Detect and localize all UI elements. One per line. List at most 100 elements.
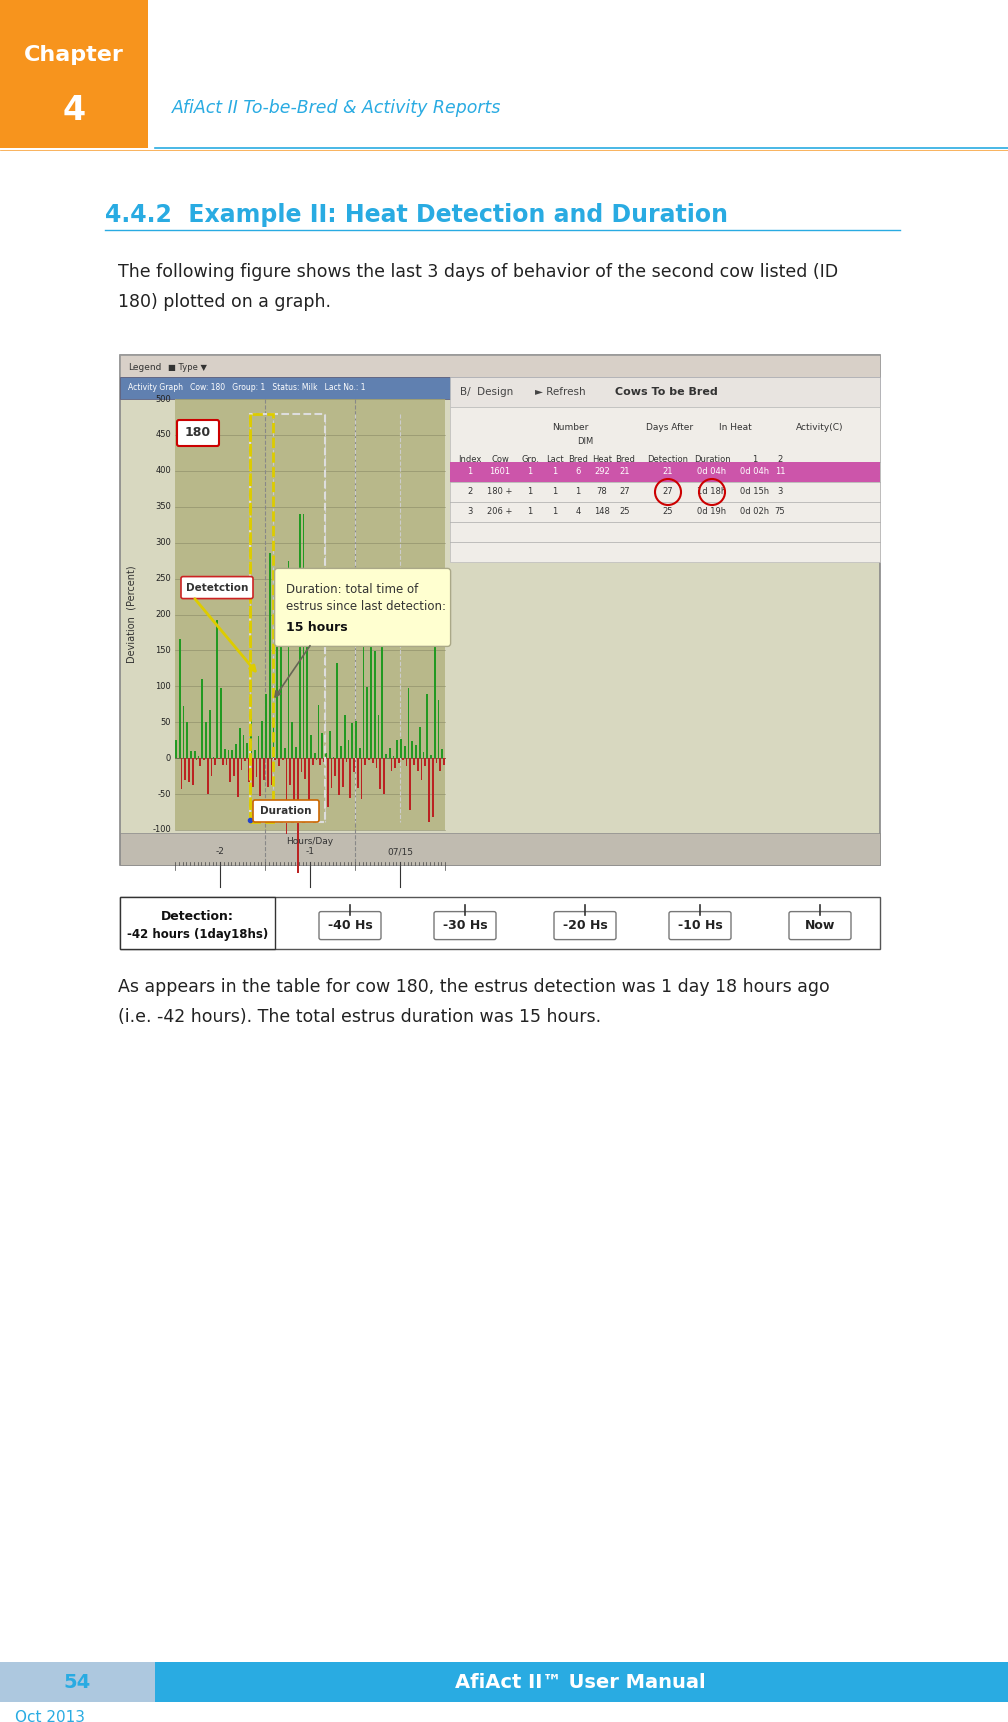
Bar (385, 754, 387, 758)
Text: 150: 150 (155, 646, 171, 654)
Bar (190, 751, 192, 758)
Text: -1: -1 (305, 847, 314, 856)
Text: 50: 50 (160, 718, 171, 727)
Bar (338, 758, 340, 796)
Text: 27: 27 (662, 487, 673, 496)
Bar (250, 413, 272, 821)
Bar (209, 709, 211, 758)
Bar (350, 758, 351, 799)
Bar (327, 758, 329, 808)
Text: Heat: Heat (592, 455, 612, 463)
FancyBboxPatch shape (274, 568, 451, 646)
Bar (231, 751, 233, 758)
Bar (394, 758, 396, 768)
Bar (267, 758, 268, 787)
Bar (180, 758, 182, 789)
Bar (263, 758, 265, 780)
Bar (237, 758, 239, 797)
Text: The following figure shows the last 3 days of behavior of the second cow listed : The following figure shows the last 3 da… (118, 263, 838, 281)
Text: Hours/Day: Hours/Day (286, 837, 334, 846)
Text: Bred: Bred (615, 455, 635, 463)
Bar (439, 758, 442, 770)
Bar (285, 758, 287, 833)
Bar (186, 722, 188, 758)
Bar (400, 739, 402, 758)
Bar (120, 897, 880, 949)
Bar (250, 715, 252, 758)
Bar (353, 758, 355, 771)
Bar (357, 758, 359, 787)
Bar (396, 739, 398, 758)
Bar (325, 753, 327, 758)
Text: 400: 400 (155, 467, 171, 475)
Bar (416, 758, 418, 771)
Bar (368, 758, 370, 759)
Bar (426, 694, 428, 758)
FancyBboxPatch shape (0, 0, 148, 148)
Bar (311, 758, 313, 765)
Bar (296, 758, 298, 873)
Bar (241, 758, 242, 770)
Bar (194, 751, 196, 758)
Bar (389, 747, 390, 758)
Text: 1d 18h: 1d 18h (698, 487, 727, 496)
Bar (259, 758, 261, 796)
Bar (359, 749, 361, 758)
Text: AfiAct II To-be-Bred & Activity Reports: AfiAct II To-be-Bred & Activity Reports (172, 98, 501, 117)
Text: Cow: Cow (491, 455, 509, 463)
Bar (340, 746, 342, 758)
Bar (407, 689, 409, 758)
Bar (450, 377, 880, 406)
Bar (442, 749, 444, 758)
Bar (355, 720, 357, 758)
Bar (282, 758, 283, 761)
Text: -42 hours (1day18hs): -42 hours (1day18hs) (127, 928, 268, 940)
Text: 4.4.2  Example II: Heat Detection and Duration: 4.4.2 Example II: Heat Detection and Dur… (105, 203, 728, 227)
Bar (444, 758, 445, 765)
Bar (430, 756, 431, 758)
Text: 1601: 1601 (490, 467, 511, 477)
Bar (272, 722, 274, 758)
Bar (289, 758, 291, 785)
Bar (450, 406, 880, 561)
Text: 21: 21 (620, 467, 630, 477)
Text: 1: 1 (552, 487, 557, 496)
Bar (420, 758, 422, 780)
Text: 0d 19h: 0d 19h (698, 508, 727, 517)
Text: 6: 6 (576, 467, 581, 477)
Bar (215, 758, 216, 765)
Text: ► Refresh: ► Refresh (535, 387, 586, 398)
Bar (428, 758, 429, 821)
Bar (256, 758, 257, 777)
Bar (318, 704, 320, 758)
Text: 180 +: 180 + (487, 487, 513, 496)
Bar (431, 758, 433, 818)
Bar (409, 758, 411, 809)
Bar (320, 758, 322, 765)
Bar (257, 735, 259, 758)
Bar (182, 706, 184, 758)
Text: Lact: Lact (546, 455, 563, 463)
Bar (269, 553, 270, 758)
Text: AfiAct II™ User Manual: AfiAct II™ User Manual (455, 1672, 706, 1691)
Bar (120, 355, 880, 864)
Text: Cows To be Bred: Cows To be Bred (615, 387, 718, 398)
FancyBboxPatch shape (319, 911, 381, 940)
Bar (252, 758, 254, 787)
Bar (411, 740, 413, 758)
Text: 1: 1 (576, 487, 581, 496)
Bar (246, 744, 248, 758)
Bar (351, 723, 353, 758)
Text: 25: 25 (620, 508, 630, 517)
Text: Number: Number (551, 422, 589, 432)
Bar (188, 758, 190, 782)
Bar (316, 758, 318, 759)
Text: 180: 180 (184, 427, 211, 439)
Text: 0d 04h: 0d 04h (741, 467, 769, 477)
Text: 1: 1 (527, 467, 532, 477)
Text: 15 hours: 15 hours (285, 622, 347, 634)
Bar (295, 747, 296, 758)
Bar (304, 758, 306, 778)
Bar (402, 758, 403, 761)
Text: 21: 21 (662, 467, 673, 477)
